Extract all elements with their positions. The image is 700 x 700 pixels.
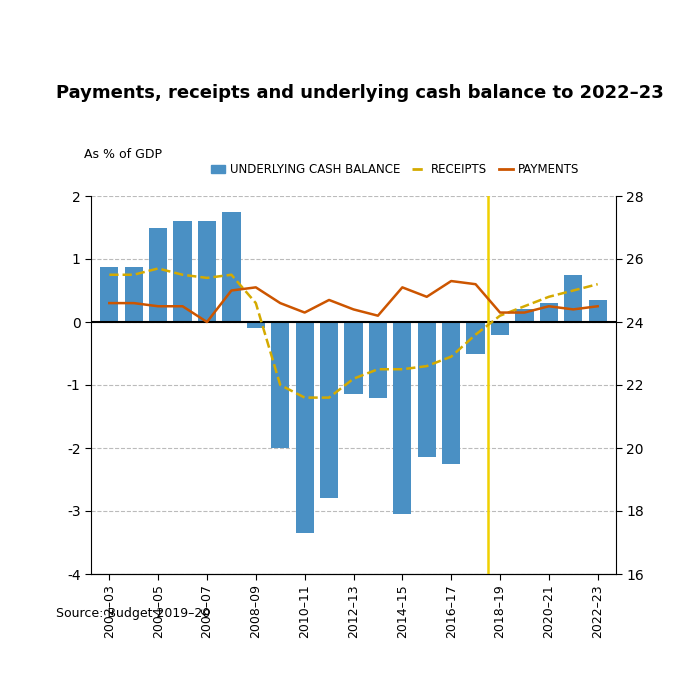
Bar <box>223 211 241 322</box>
Bar <box>442 322 461 463</box>
Bar <box>369 322 387 398</box>
Bar <box>149 228 167 322</box>
Bar <box>589 300 607 322</box>
Bar <box>295 322 314 533</box>
Bar <box>491 322 509 335</box>
Bar <box>174 221 192 322</box>
Bar <box>540 303 558 322</box>
Bar <box>344 322 363 395</box>
Bar <box>100 267 118 322</box>
Bar <box>466 322 484 354</box>
Bar <box>320 322 338 498</box>
Bar <box>271 322 289 448</box>
Bar <box>125 267 143 322</box>
Legend: UNDERLYING CASH BALANCE, RECEIPTS, PAYMENTS: UNDERLYING CASH BALANCE, RECEIPTS, PAYME… <box>206 158 584 181</box>
Bar <box>564 274 582 322</box>
Text: Source: Budget 2019–20: Source: Budget 2019–20 <box>56 606 210 620</box>
Bar <box>418 322 436 458</box>
Bar <box>198 221 216 322</box>
Bar <box>393 322 412 514</box>
Bar <box>246 322 265 328</box>
Bar <box>515 309 533 322</box>
Text: Payments, receipts and underlying cash balance to 2022–23: Payments, receipts and underlying cash b… <box>56 84 664 102</box>
Text: As % of GDP: As % of GDP <box>84 148 162 161</box>
